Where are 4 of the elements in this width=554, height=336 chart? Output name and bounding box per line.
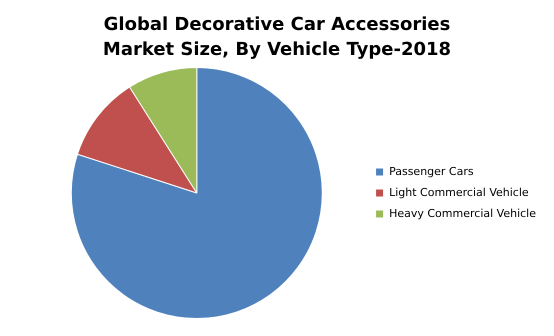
legend-label: Heavy Commercial Vehicle xyxy=(389,206,536,220)
legend-label: Light Commercial Vehicle xyxy=(389,186,529,199)
chart-title: Global Decorative Car Accessories Market Size, By Vehicle Type-2018 xyxy=(102,13,452,62)
legend-label: Passenger Cars xyxy=(389,164,474,178)
